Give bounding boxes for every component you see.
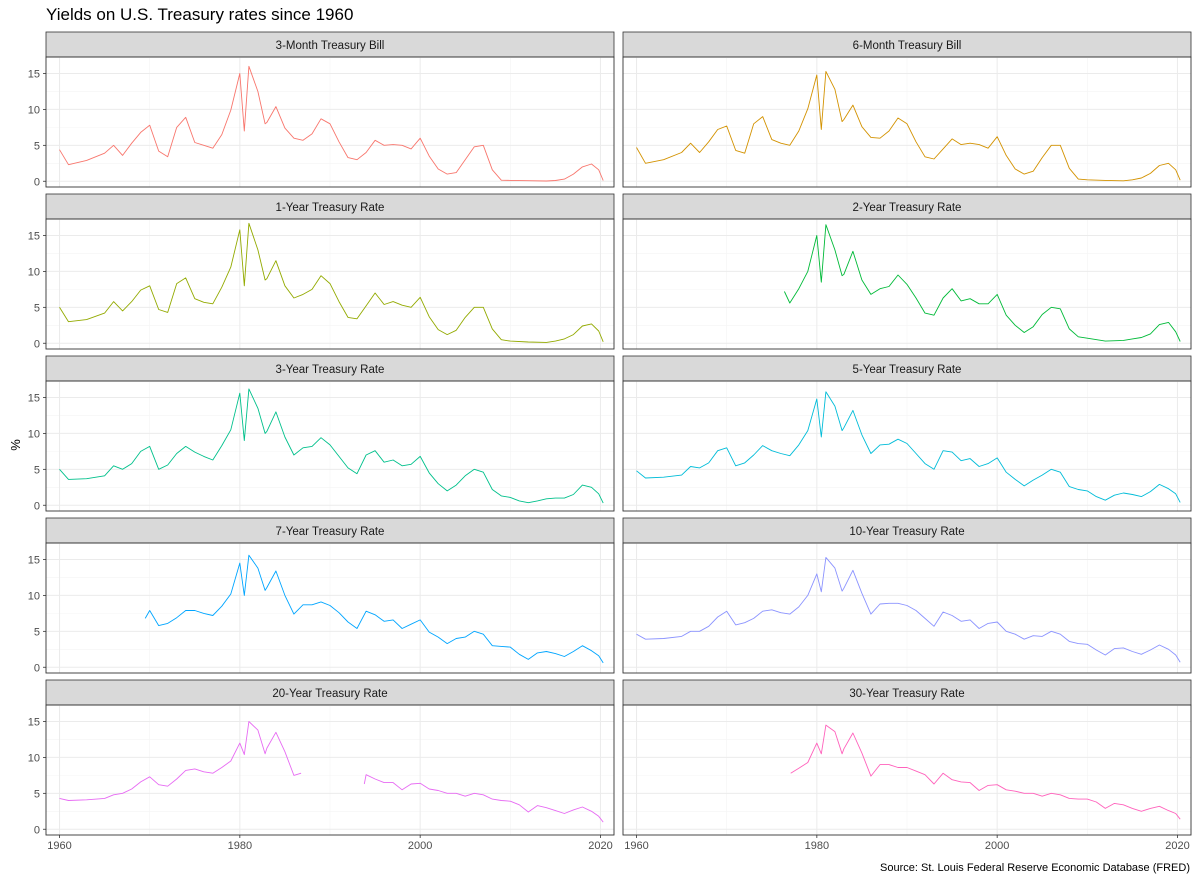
y-tick-label: 10 [28, 104, 40, 116]
facet-title: 30-Year Treasury Rate [849, 688, 964, 700]
facet-panel: 6-Month Treasury Bill [622, 31, 1192, 188]
facet-panel: 30-Year Treasury Rate 1960 1980 2000 2020 [622, 679, 1192, 852]
facet-strip [45, 193, 615, 220]
facet-strip [622, 31, 1192, 58]
series-line [59, 721, 604, 823]
panel-border [622, 704, 1192, 836]
panel-border [622, 542, 1192, 674]
series-line [636, 70, 1181, 182]
panel-border [45, 704, 615, 836]
panel-border [622, 218, 1192, 350]
series-line [59, 65, 604, 182]
x-tick-label: 2000 [985, 840, 1009, 852]
facet-panel: 3-Year Treasury Rate 0 5 10 15 [28, 355, 615, 512]
y-tick-label: 0 [34, 500, 40, 512]
y-tick-label: 15 [28, 555, 40, 567]
facet-title: 2-Year Treasury Rate [853, 202, 962, 214]
facet-strip [622, 355, 1192, 382]
x-tick-label: 1960 [47, 840, 71, 852]
panel-border [45, 380, 615, 512]
facet-title: 7-Year Treasury Rate [276, 526, 385, 538]
facet-title: 3-Year Treasury Rate [276, 364, 385, 376]
y-tick-label: 5 [34, 626, 40, 638]
y-tick-label: 15 [28, 69, 40, 81]
facet-strip [622, 193, 1192, 220]
y-axis-title: % [8, 439, 23, 451]
x-tick-label: 2020 [1165, 840, 1189, 852]
facet-strip [622, 517, 1192, 544]
series-line [636, 391, 1181, 503]
facet-title: 10-Year Treasury Rate [849, 526, 964, 538]
facet-title: 5-Year Treasury Rate [853, 364, 962, 376]
panel-border [622, 56, 1192, 188]
y-tick-label: 5 [34, 302, 40, 314]
y-tick-label: 10 [28, 752, 40, 764]
x-tick-label: 2020 [588, 840, 612, 852]
panel-border [622, 380, 1192, 512]
y-tick-label: 15 [28, 393, 40, 405]
facet-strip [45, 355, 615, 382]
series-line [783, 224, 1181, 342]
x-tick-label: 1980 [805, 840, 829, 852]
y-tick-label: 0 [34, 824, 40, 836]
series-line [636, 556, 1181, 663]
y-tick-label: 5 [34, 464, 40, 476]
facet-panel: 20-Year Treasury Rate 0 5 10 15 1960 1980 2000 2… [28, 679, 615, 852]
y-tick-label: 5 [34, 140, 40, 152]
facet-panel: 2-Year Treasury Rate [622, 193, 1192, 350]
x-tick-label: 1980 [228, 840, 252, 852]
x-tick-label: 1960 [624, 840, 648, 852]
panel-border [45, 218, 615, 350]
series-line [790, 724, 1181, 820]
facet-strip [622, 679, 1192, 706]
facet-strip [45, 679, 615, 706]
panel-border [45, 56, 615, 188]
y-tick-label: 15 [28, 231, 40, 243]
series-line [59, 222, 604, 343]
facet-title: 3-Month Treasury Bill [276, 40, 385, 52]
facet-title: 1-Year Treasury Rate [276, 202, 385, 214]
facet-title: 6-Month Treasury Bill [853, 40, 962, 52]
facet-title: 20-Year Treasury Rate [272, 688, 387, 700]
y-tick-label: 10 [28, 428, 40, 440]
chart-caption: Source: St. Louis Federal Reserve Econom… [880, 862, 1190, 874]
facet-panel: 5-Year Treasury Rate [622, 355, 1192, 512]
series-line [59, 388, 604, 504]
y-tick-label: 10 [28, 590, 40, 602]
series-line [144, 554, 604, 664]
y-tick-label: 0 [34, 176, 40, 188]
y-tick-label: 5 [34, 788, 40, 800]
chart-title: Yields on U.S. Treasury rates since 1960 [46, 5, 354, 24]
facet-panel: 3-Month Treasury Bill 0 5 10 15 [28, 31, 615, 188]
panel-border [45, 542, 615, 674]
facet-panel: 1-Year Treasury Rate 0 5 10 15 [28, 193, 615, 350]
facet-strip [45, 517, 615, 544]
y-tick-label: 10 [28, 266, 40, 278]
x-tick-label: 2000 [408, 840, 432, 852]
facet-panel: 10-Year Treasury Rate [622, 517, 1192, 674]
y-tick-label: 0 [34, 662, 40, 674]
y-tick-label: 15 [28, 717, 40, 729]
y-tick-label: 0 [34, 338, 40, 350]
facet-panel: 7-Year Treasury Rate 0 5 10 15 [28, 517, 615, 674]
facet-strip [45, 31, 615, 58]
